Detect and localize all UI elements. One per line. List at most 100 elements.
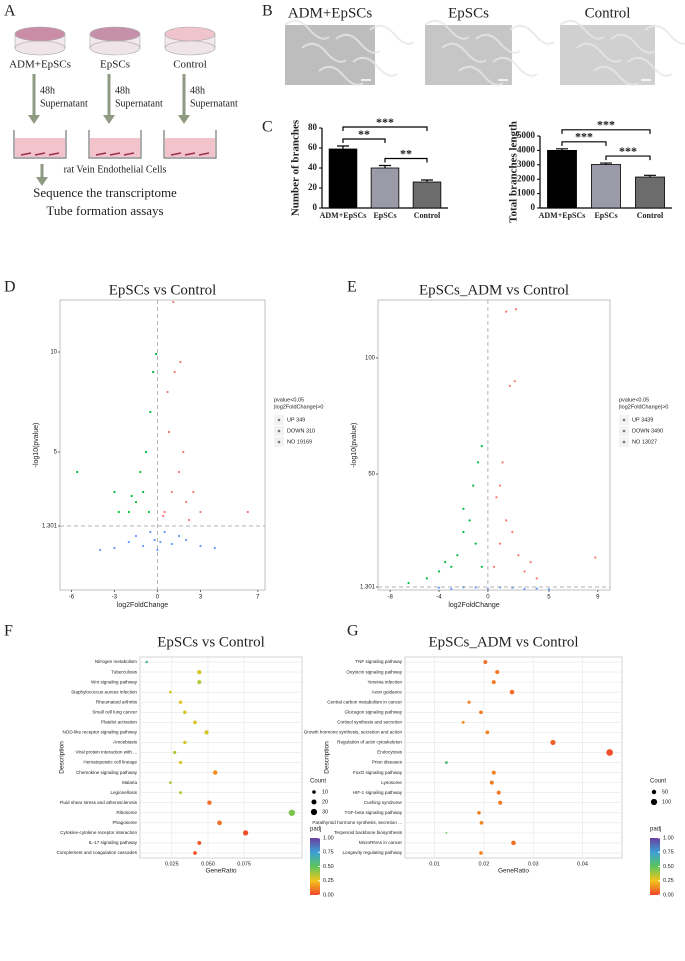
point [117, 510, 120, 514]
y-axis-title: Description [59, 741, 66, 774]
point [246, 510, 249, 514]
chamber [13, 130, 67, 159]
dot [511, 840, 516, 846]
tube-texture [610, 33, 656, 54]
cell-layer [123, 152, 135, 156]
y-tick-label: Central carbon metabolism in cancer [327, 699, 402, 704]
dot [178, 700, 183, 704]
point [152, 370, 155, 374]
point [462, 507, 465, 510]
y-axis-title: Description [324, 741, 331, 774]
legend-title: |log2FoldChange|>0 [274, 404, 324, 410]
y-axis-title: Number of branches [290, 119, 302, 216]
legend-label: 20 [322, 799, 328, 805]
panel-label: B [262, 3, 273, 20]
colorbar-label: 0.25 [323, 878, 334, 884]
dot [197, 680, 202, 685]
x-tick-label: ADM+EpSCs [320, 211, 367, 220]
tube-texture [301, 42, 347, 63]
point [535, 577, 538, 580]
dot [479, 710, 483, 715]
dish-base [14, 40, 66, 56]
tube-texture [335, 33, 381, 54]
point [156, 548, 159, 552]
point [177, 470, 181, 474]
legend-label: DOWN 310 [287, 428, 315, 434]
legend-marker [311, 799, 317, 805]
dot [491, 680, 496, 685]
y-tick-label: Cortisol synthesis and secretion [337, 720, 402, 725]
panel-label: G [347, 623, 359, 640]
x-tick-label: 0 [156, 595, 160, 601]
dot [197, 669, 202, 675]
point [144, 450, 148, 454]
y-tick-label: 0 [313, 202, 318, 212]
legend-title: Count [310, 779, 326, 785]
colorbar-label: 0.75 [663, 850, 674, 856]
error-bar [421, 179, 433, 182]
point [213, 546, 216, 550]
y-tick-label: 5 [54, 450, 58, 456]
y-tick-label: Nitrogen metabolism [95, 659, 137, 664]
legend-title: pvalue<0.05 [274, 397, 304, 403]
panel-label: F [4, 623, 13, 640]
panel-label: E [347, 279, 357, 296]
y-tick-label: 1000 [517, 188, 536, 198]
panel-label: D [4, 279, 16, 296]
y-tick-label: IL-17 signaling pathway [89, 840, 138, 845]
y-tick-label: Lysosome [381, 780, 402, 785]
colorbar-label: 0.50 [663, 864, 674, 870]
y-tick-label: Malaria [122, 780, 138, 785]
cell-layer [95, 152, 107, 156]
point [514, 308, 518, 311]
y-tick-label: Regulation of actin cytoskeleton [337, 740, 402, 745]
dot [145, 660, 148, 664]
image-label: ADM+EpSCs [288, 5, 372, 21]
colorbar-label: 1.00 [323, 835, 334, 841]
bar [370, 167, 400, 209]
point [501, 461, 504, 464]
micrograph [560, 25, 655, 85]
significance-bracket [342, 126, 428, 131]
chart-title: EpSCs vs Control [109, 282, 217, 298]
colorbar [650, 838, 660, 895]
y-tick-label: 60 [308, 142, 318, 152]
y-tick-label: Rheumatoid arthritis [96, 699, 138, 704]
colorbar-label: 0.25 [663, 878, 674, 884]
point [166, 390, 169, 394]
dot [217, 820, 222, 826]
dot [495, 669, 500, 675]
dot [212, 770, 218, 775]
point [159, 540, 162, 544]
significance-label: *** [619, 144, 637, 158]
point [177, 534, 181, 538]
legend-marker [310, 808, 318, 816]
point [505, 519, 508, 522]
arrow-head [103, 115, 115, 124]
y-tick-label: Viral protein interaction with ... [76, 750, 137, 755]
chamber-medium [90, 138, 140, 157]
y-tick-label: 3000 [517, 159, 536, 169]
y-tick-label: Endocytosis [377, 750, 402, 755]
x-tick-label: 5 [547, 595, 551, 601]
x-tick-label: 0.03 [528, 861, 539, 867]
step-label: Sequence the transcriptome [33, 185, 177, 200]
dot [509, 689, 515, 695]
legend-marker [277, 418, 281, 422]
tube-texture [492, 56, 538, 77]
image-label: Control [585, 5, 631, 21]
chart-title: EpSCs vs Control [157, 634, 265, 650]
y-tick-label: 4000 [517, 144, 536, 154]
x-tick-label: 0.01 [429, 861, 440, 867]
legend-label: 30 [322, 809, 328, 815]
dot [197, 840, 202, 845]
y-tick-label: FoxO signaling pathway [353, 770, 403, 775]
y-tick-label: 10 [50, 350, 57, 356]
y-tick-label: 2000 [517, 173, 536, 183]
dot [444, 761, 448, 764]
dot [461, 720, 465, 724]
point [505, 310, 508, 313]
legend-label: 100 [662, 799, 671, 805]
x-axis-title: log2FoldChange [117, 602, 168, 609]
